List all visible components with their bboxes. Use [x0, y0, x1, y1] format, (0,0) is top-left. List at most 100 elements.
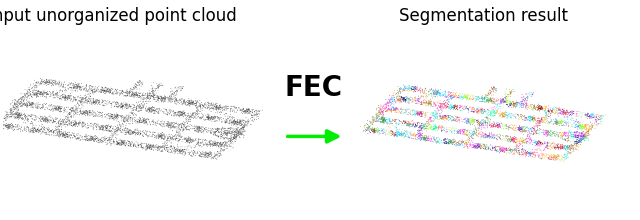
Point	[532, 104, 543, 107]
Point	[49, 81, 59, 84]
Point	[164, 139, 174, 143]
Point	[175, 133, 185, 137]
Point	[196, 116, 207, 120]
Point	[374, 111, 384, 114]
Point	[52, 93, 62, 96]
Point	[545, 157, 555, 161]
Point	[535, 107, 545, 111]
Point	[78, 112, 88, 115]
Point	[372, 131, 383, 135]
Point	[219, 126, 229, 130]
Point	[171, 136, 181, 140]
Point	[85, 92, 95, 95]
Point	[226, 139, 236, 142]
Point	[186, 101, 196, 105]
Point	[552, 120, 563, 124]
Point	[207, 103, 217, 107]
Point	[188, 112, 198, 116]
Point	[552, 130, 562, 134]
Point	[186, 136, 196, 139]
Point	[512, 139, 522, 142]
Point	[125, 116, 136, 119]
Point	[524, 137, 534, 141]
Point	[414, 134, 424, 137]
Point	[488, 148, 498, 152]
Point	[555, 122, 565, 126]
Point	[449, 127, 460, 130]
Point	[61, 89, 72, 92]
Point	[186, 124, 196, 127]
Point	[431, 138, 441, 142]
Point	[463, 117, 473, 121]
Point	[163, 124, 173, 127]
Point	[127, 120, 138, 124]
Point	[18, 95, 28, 99]
Point	[577, 137, 587, 140]
Point	[499, 112, 509, 115]
Point	[227, 107, 237, 110]
Point	[479, 136, 489, 139]
Point	[561, 147, 571, 151]
Point	[15, 100, 25, 104]
Point	[143, 145, 154, 149]
Point	[25, 130, 35, 134]
Point	[196, 101, 207, 104]
Point	[232, 120, 243, 124]
Point	[384, 103, 394, 107]
Point	[133, 121, 143, 125]
Point	[17, 98, 28, 102]
Point	[67, 124, 77, 127]
Point	[545, 144, 556, 148]
Point	[391, 130, 401, 134]
Point	[202, 153, 212, 157]
Point	[481, 148, 491, 151]
Point	[48, 131, 58, 135]
Point	[377, 106, 387, 110]
Point	[527, 116, 538, 119]
Point	[177, 121, 188, 125]
Point	[554, 133, 564, 136]
Point	[42, 78, 52, 81]
Point	[202, 115, 212, 119]
Point	[518, 118, 528, 122]
Point	[436, 127, 446, 130]
Point	[96, 125, 106, 129]
Point	[174, 110, 184, 114]
Point	[138, 107, 148, 110]
Point	[122, 89, 132, 93]
Point	[2, 124, 12, 127]
Point	[60, 133, 70, 137]
Point	[177, 148, 188, 151]
Point	[478, 96, 488, 99]
Point	[139, 98, 149, 102]
Point	[534, 129, 544, 132]
Point	[166, 148, 176, 151]
Point	[410, 90, 420, 93]
Point	[544, 147, 554, 150]
Point	[365, 121, 376, 125]
Point	[596, 119, 607, 123]
Point	[192, 110, 202, 113]
Point	[419, 101, 429, 105]
Point	[136, 82, 147, 86]
Point	[476, 128, 486, 131]
Point	[12, 102, 22, 105]
Point	[172, 149, 182, 152]
Point	[230, 136, 240, 140]
Point	[453, 143, 463, 146]
Point	[33, 131, 44, 134]
Point	[378, 112, 388, 116]
Point	[86, 89, 97, 92]
Point	[165, 100, 175, 104]
Point	[81, 88, 92, 92]
Point	[53, 106, 63, 109]
Point	[385, 97, 396, 101]
Point	[538, 141, 548, 145]
Point	[153, 84, 163, 88]
Point	[98, 89, 108, 92]
Point	[82, 109, 92, 112]
Point	[529, 118, 540, 121]
Point	[163, 137, 173, 140]
Point	[477, 111, 488, 115]
Point	[540, 109, 550, 113]
